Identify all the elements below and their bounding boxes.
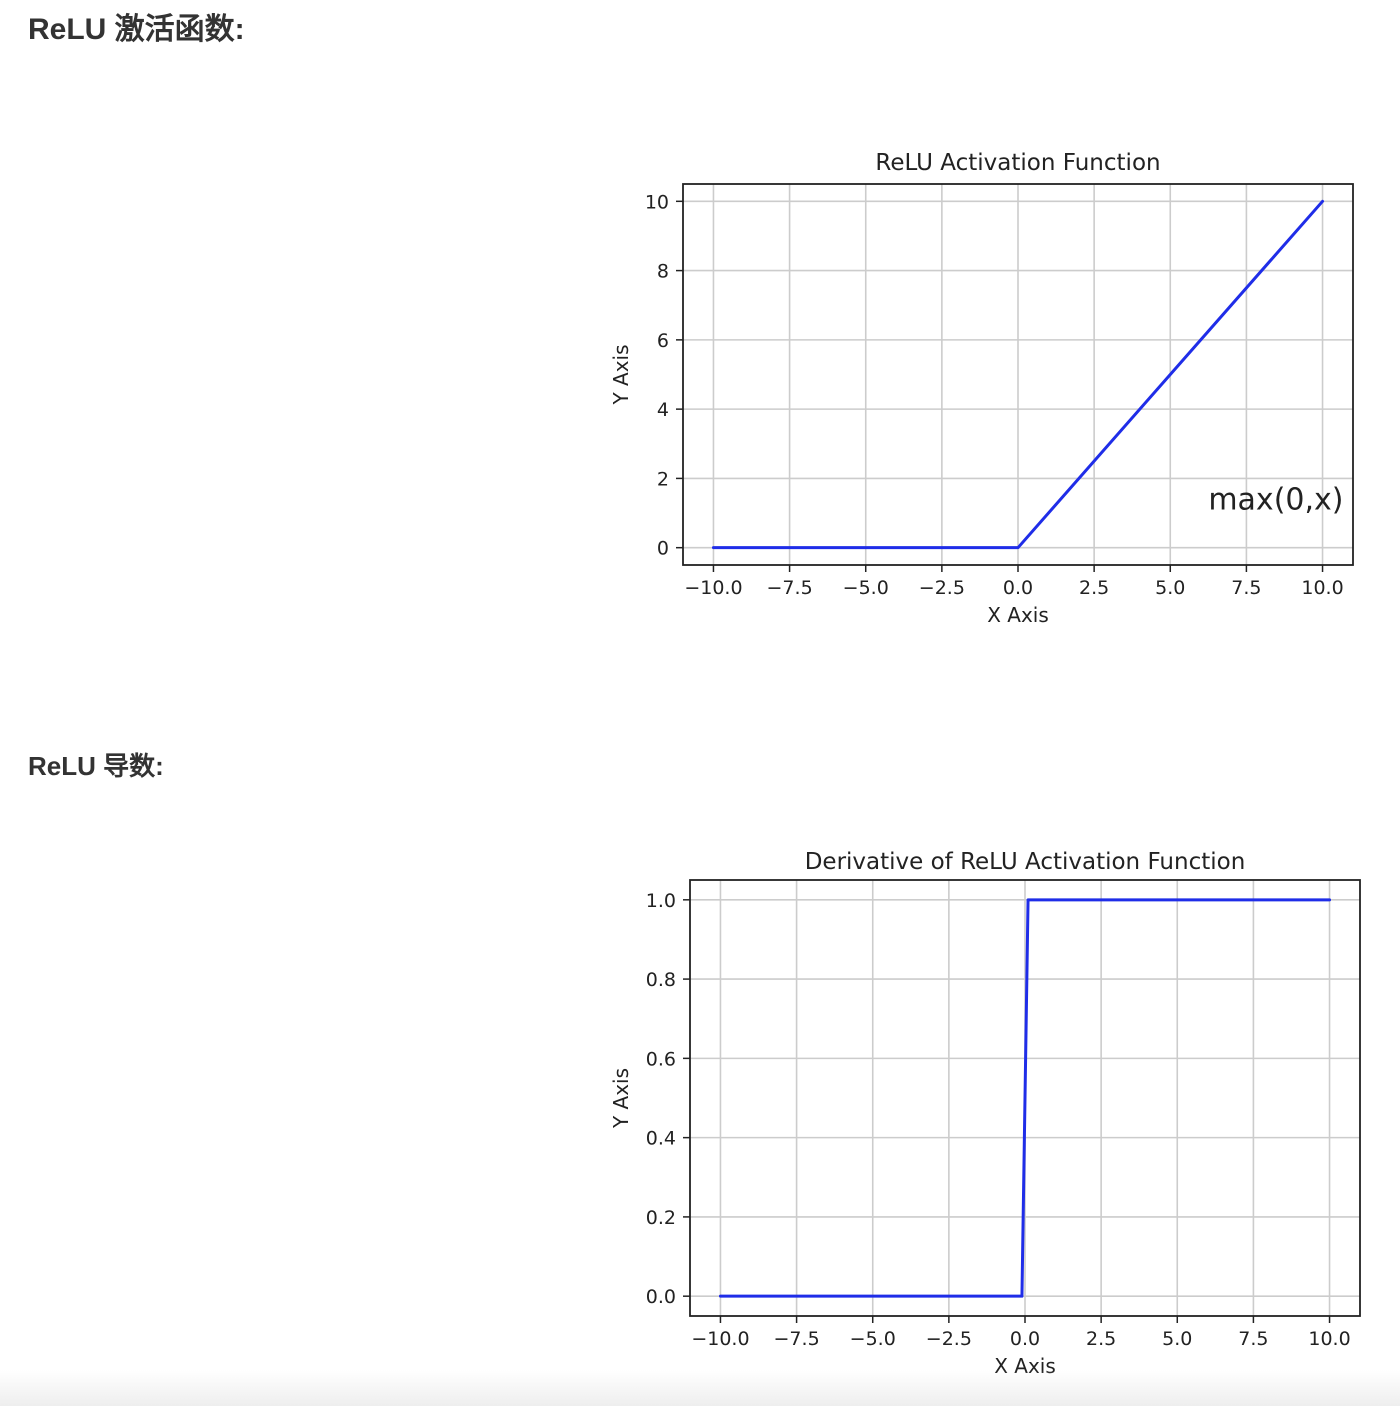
x-tick-label: 5.0 bbox=[1162, 1328, 1192, 1350]
series-line bbox=[711, 199, 1325, 550]
grid bbox=[683, 184, 1353, 565]
relu-derivative-chart: −10.0 −7.5 −5.0 −2.5 0.0 2.5 5.0 7.5 10.0 0.0 0.2 0… bbox=[609, 849, 1361, 1378]
relu-function-heading: ReLU 激活函数: bbox=[28, 13, 245, 46]
x-tick-label: −10.0 bbox=[684, 577, 742, 599]
x-tick-label: −2.5 bbox=[919, 577, 965, 599]
y-tick-label: 4 bbox=[657, 399, 669, 421]
series-line bbox=[718, 898, 1332, 1298]
x-tick-label: −2.5 bbox=[926, 1328, 972, 1350]
y-tick-label: 8 bbox=[657, 261, 669, 283]
y-tick-label: 1.0 bbox=[646, 890, 676, 912]
y-tick-label: 0.2 bbox=[646, 1207, 676, 1229]
x-tick-label: 2.5 bbox=[1086, 1328, 1116, 1350]
x-tick-label: −10.0 bbox=[691, 1328, 749, 1350]
y-tick-label: 0.4 bbox=[646, 1128, 676, 1150]
x-tick-label: 0.0 bbox=[1010, 1328, 1040, 1350]
y-axis-label: Y Axis bbox=[609, 1068, 633, 1129]
y-tick-label: 0 bbox=[657, 538, 669, 560]
chart-title: Derivative of ReLU Activation Function bbox=[805, 849, 1246, 875]
x-tick-label: −5.0 bbox=[850, 1328, 896, 1350]
y-tick-label: 6 bbox=[657, 330, 669, 352]
x-tick-label: 10.0 bbox=[1301, 577, 1343, 599]
bottom-fade bbox=[0, 1370, 1400, 1406]
x-tick-label: −5.0 bbox=[843, 577, 889, 599]
x-axis-label: X Axis bbox=[987, 603, 1049, 627]
x-tick-label: −7.5 bbox=[767, 577, 813, 599]
x-tick-label: 7.5 bbox=[1238, 1328, 1268, 1350]
y-tick-label: 2 bbox=[657, 468, 669, 490]
x-tick-label: 0.0 bbox=[1003, 577, 1033, 599]
y-tick-label: 0.0 bbox=[646, 1286, 676, 1308]
x-tick-label: 10.0 bbox=[1308, 1328, 1350, 1350]
chart-title: ReLU Activation Function bbox=[875, 150, 1160, 176]
x-tick-label: −7.5 bbox=[774, 1328, 820, 1350]
x-tick-label: 5.0 bbox=[1155, 577, 1185, 599]
y-tick-label: 0.6 bbox=[646, 1048, 676, 1070]
y-tick-label: 0.8 bbox=[646, 969, 676, 991]
y-axis-label: Y Axis bbox=[609, 344, 633, 405]
y-tick-label: 10 bbox=[645, 191, 669, 213]
x-tick-label: 7.5 bbox=[1231, 577, 1261, 599]
x-tick-label: 2.5 bbox=[1079, 577, 1109, 599]
annotation-label: max(0,x) bbox=[1208, 483, 1343, 518]
relu-chart: −10.0 −7.5 −5.0 −2.5 0.0 2.5 5.0 7.5 10.0 0 2 4 6 8 10… bbox=[609, 150, 1354, 627]
relu-derivative-heading: ReLU 导数: bbox=[28, 751, 164, 781]
